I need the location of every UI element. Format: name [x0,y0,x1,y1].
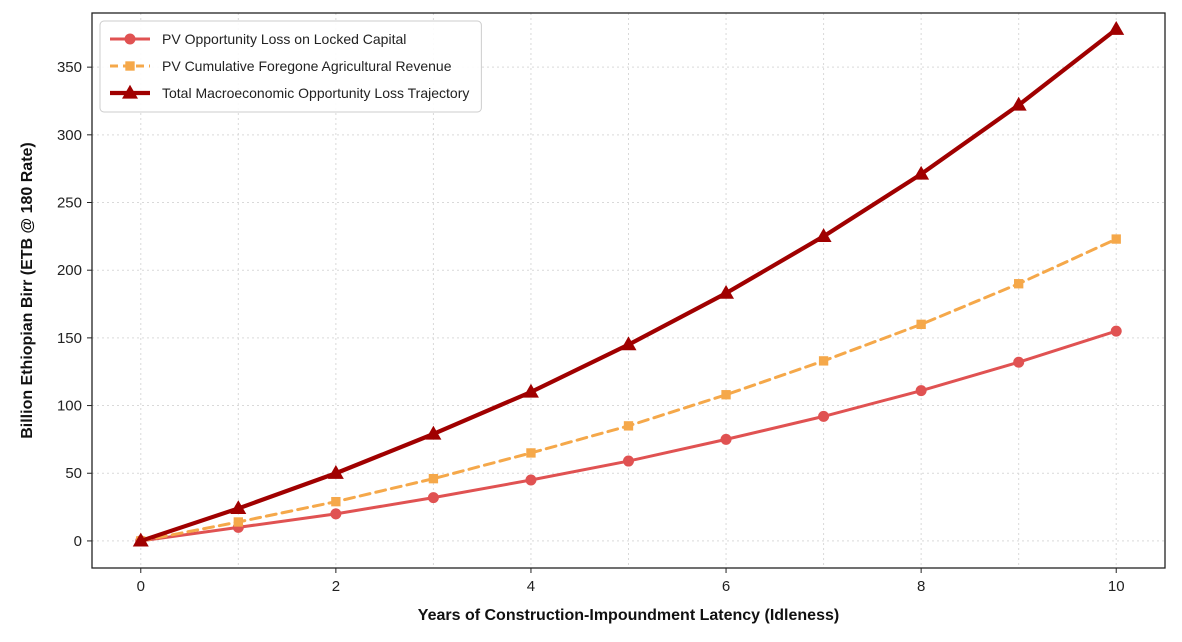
series-3-point [522,383,539,398]
series-1-point [915,385,927,397]
series-3-point [230,500,247,515]
y-tick-label: 350 [57,59,82,76]
y-tick-label: 250 [57,195,82,212]
legend-label: PV Opportunity Loss on Locked Capital [162,31,406,47]
series-1-point [623,455,634,467]
series-3-point [620,336,637,351]
series-2-point [916,319,926,330]
series-2-point [1014,279,1024,289]
legend-item-2: PV Cumulative Foregone Agricultural Reve… [110,58,452,74]
x-tick-label: 10 [1108,578,1125,595]
series-2-point [233,517,243,527]
x-tick-label: 2 [332,578,340,595]
legend-box [99,20,482,113]
series-3-point [815,228,832,242]
legend: PV Opportunity Loss on Locked Capital PV … [99,20,482,113]
series-3-point [1108,20,1125,35]
y-tick-label: 150 [57,330,82,347]
series-3-point [327,464,344,479]
series-2-point [721,390,731,400]
series-3-point [132,532,149,547]
y-tick-label: 200 [57,262,82,279]
series-1-point [525,474,537,486]
series-1-point [1013,356,1025,368]
series-2-point [1111,234,1121,244]
y-tick-label: 50 [65,465,82,482]
x-axis-title: Years of Construction-Impoundment Latenc… [418,607,839,624]
legend-swatch-marker [124,33,136,45]
x-tick-label: 8 [917,578,925,595]
legend-label: PV Cumulative Foregone Agricultural Reve… [162,58,452,74]
x-tick-label: 4 [527,578,535,595]
legend-label: Total Macroeconomic Opportunity Loss Tra… [162,85,469,101]
series-1-point [330,508,342,520]
series-2-point [818,356,829,366]
series-1-point [427,492,439,504]
x-tick-label: 6 [722,578,730,595]
series-3-point [425,425,442,440]
y-tick-label: 300 [57,127,82,144]
series-2-point [331,496,341,507]
series-3 [132,20,1125,547]
legend-swatch-marker [125,61,135,71]
y-tick-label: 100 [57,398,82,415]
y-tick-label: 0 [74,533,82,550]
legend-swatch-marker [122,84,138,99]
series-3-point [1010,96,1027,111]
series-1-point [818,410,830,422]
series-2-point [526,448,536,458]
series-1-point [1110,325,1122,337]
series-2-point [623,421,634,431]
series-layer [132,20,1125,547]
legend-item-1: PV Opportunity Loss on Locked Capital [110,31,406,47]
y-axis-title: Billion Ethiopian Birr (ETB @ 180 Rate) [19,142,36,439]
legend-item-3: Total Macroeconomic Opportunity Loss Tra… [110,84,469,101]
plot-frame [91,12,1166,569]
series-3-point [718,284,735,299]
series-2-point [428,473,439,484]
series-1-point [720,433,732,445]
series-3-point [913,165,930,180]
x-tick-label: 0 [137,578,145,595]
